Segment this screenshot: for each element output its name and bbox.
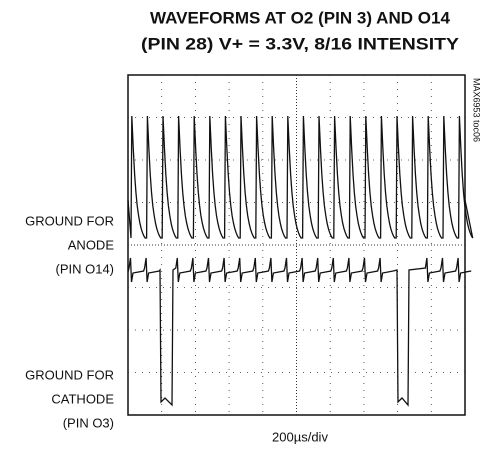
anode-label: GROUND FOR [25, 213, 114, 228]
title-line: (PIN 28) V+ = 3.3V, 8/16 INTENSITY [141, 34, 460, 53]
anode-label: ANODE [68, 237, 115, 252]
figure-code: MAX6953 toc06 [472, 78, 482, 142]
cathode-label: CATHODE [51, 391, 114, 406]
cathode-label: (PIN O3) [63, 415, 114, 430]
cathode-trace [127, 257, 472, 407]
timebase-label: 200µs/div [272, 429, 328, 444]
title-line: WAVEFORMS AT O2 (PIN 3) AND O14 [150, 8, 451, 27]
anode-trace [127, 115, 474, 239]
anode-label: (PIN O14) [55, 261, 114, 276]
cathode-label: GROUND FOR [25, 367, 114, 382]
